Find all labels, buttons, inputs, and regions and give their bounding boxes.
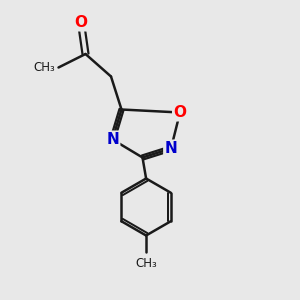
Text: CH₃: CH₃ xyxy=(135,257,157,270)
Text: N: N xyxy=(165,141,177,156)
Text: O: O xyxy=(173,105,187,120)
Text: N: N xyxy=(106,132,119,147)
Text: CH₃: CH₃ xyxy=(33,61,55,74)
Text: O: O xyxy=(74,15,88,30)
